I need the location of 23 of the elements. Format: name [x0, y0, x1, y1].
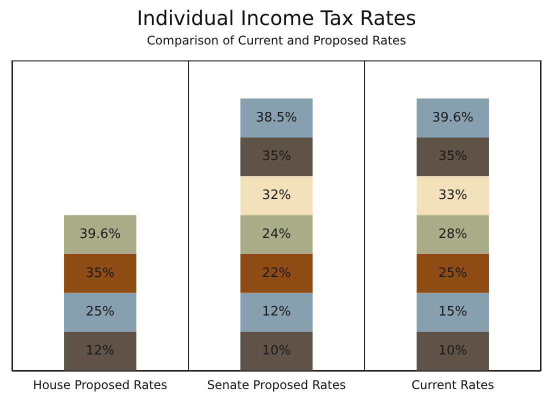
category-label: Senate Proposed Rates: [207, 378, 346, 392]
category-label: Current Rates: [412, 378, 494, 392]
data-label: 10%: [438, 344, 468, 359]
data-label: 35%: [438, 149, 468, 164]
data-label: 12%: [262, 304, 291, 320]
data-label: 39.6%: [432, 110, 474, 126]
text: Comparison of Current and Proposed Rates: [146, 33, 406, 48]
data-label: 25%: [438, 266, 468, 281]
category-label: House Proposed Rates: [33, 378, 168, 392]
data-label: 12%: [86, 344, 115, 359]
data-label: 28%: [438, 226, 468, 242]
data-label: 35%: [86, 266, 115, 281]
data-label: 25%: [86, 304, 115, 320]
data-label: 22%: [262, 266, 291, 281]
data-label: 33%: [438, 188, 468, 204]
data-label: 10%: [262, 344, 291, 359]
data-label: 24%: [262, 226, 291, 242]
data-label: 39.6%: [80, 226, 121, 242]
data-label: 32%: [262, 188, 291, 204]
data-label: 35%: [262, 149, 291, 164]
text: Individual Income Tax Rates: [136, 6, 416, 30]
data-label: 38.5%: [256, 110, 298, 126]
data-label: 15%: [438, 304, 468, 320]
